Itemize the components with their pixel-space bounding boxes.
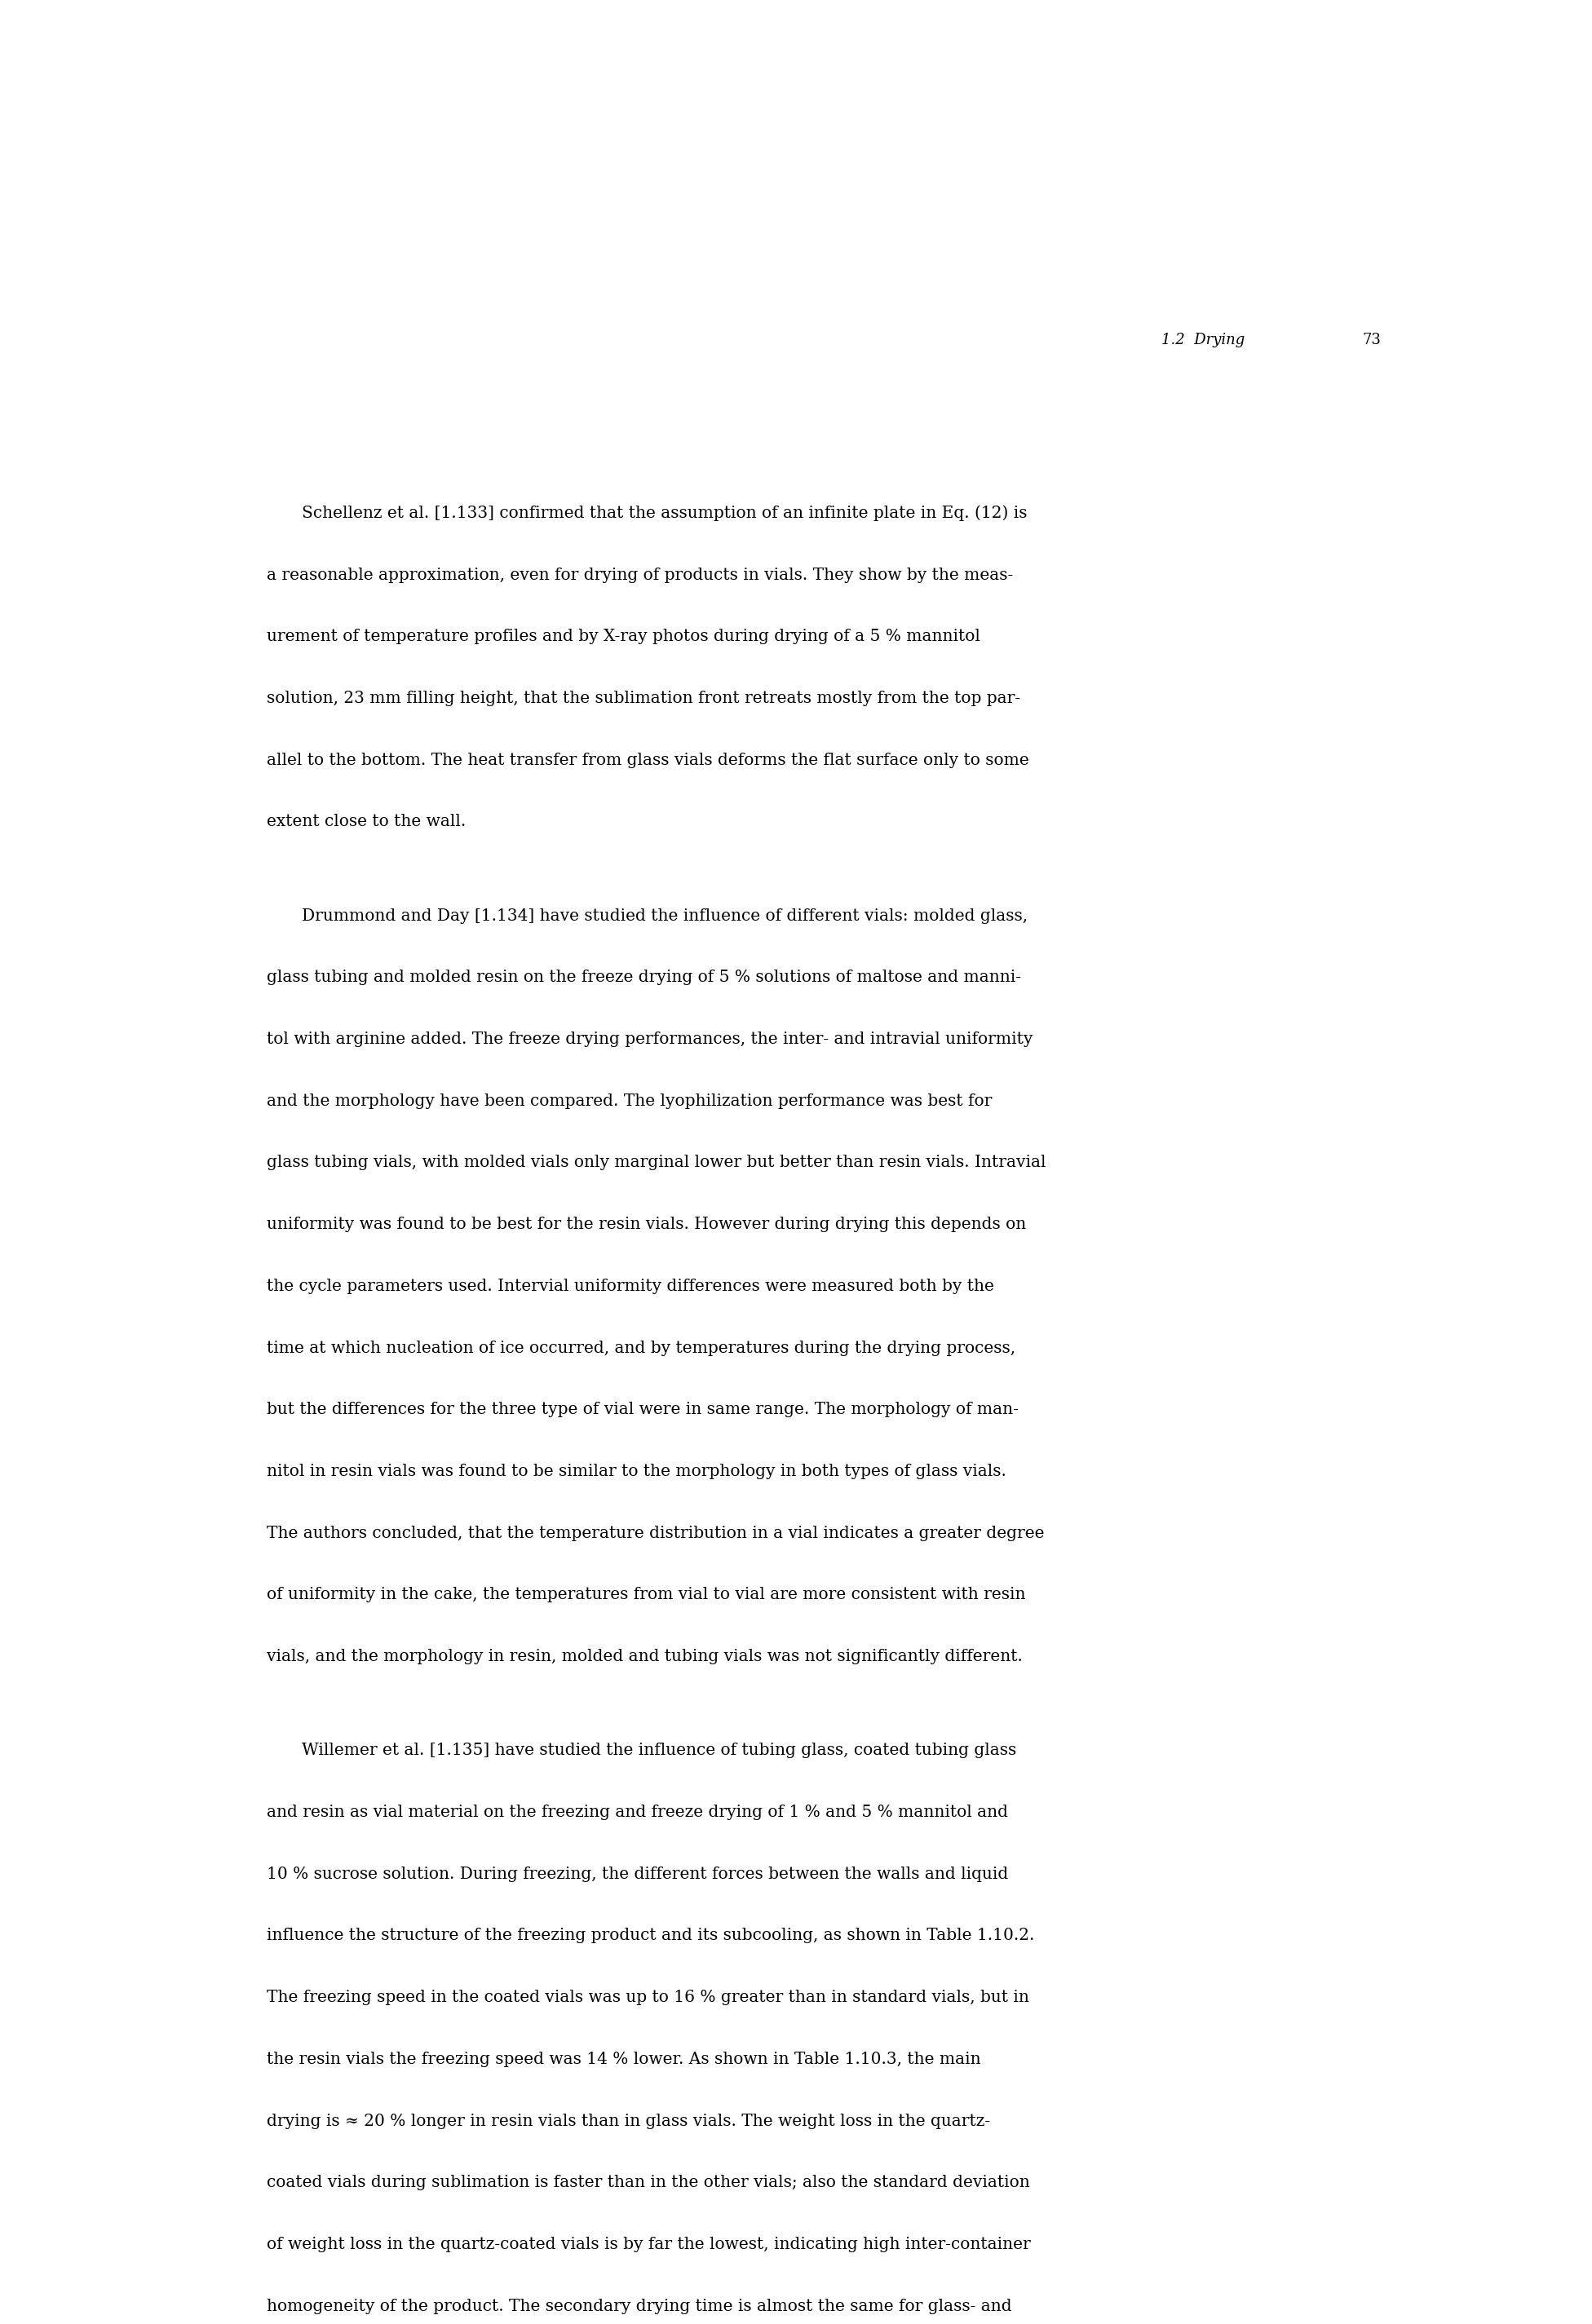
Text: Drummond and Day [1.134] have studied the influence of different vials: molded g: Drummond and Day [1.134] have studied th… (301, 909, 1027, 923)
Text: coated vials during sublimation is faster than in the other vials; also the stan: coated vials during sublimation is faste… (267, 2175, 1030, 2192)
Text: but the differences for the three type of vial were in same range. The morpholog: but the differences for the three type o… (267, 1401, 1019, 1418)
Text: of weight loss in the quartz-coated vials is by far the lowest, indicating high : of weight loss in the quartz-coated vial… (267, 2236, 1032, 2252)
Text: 73: 73 (1363, 332, 1380, 346)
Text: Schellenz et al. [1.133] confirmed that the assumption of an infinite plate in E: Schellenz et al. [1.133] confirmed that … (301, 504, 1027, 521)
Text: 1.2  Drying: 1.2 Drying (1162, 332, 1245, 346)
Text: drying is ≈ 20 % longer in resin vials than in glass vials. The weight loss in t: drying is ≈ 20 % longer in resin vials t… (267, 2113, 990, 2129)
Text: influence the structure of the freezing product and its subcooling, as shown in : influence the structure of the freezing … (267, 1929, 1035, 1943)
Text: and resin as vial material on the freezing and freeze drying of 1 % and 5 % mann: and resin as vial material on the freezi… (267, 1806, 1008, 1820)
Text: 10 % sucrose solution. During freezing, the different forces between the walls a: 10 % sucrose solution. During freezing, … (267, 1866, 1008, 1882)
Text: uniformity was found to be best for the resin vials. However during drying this : uniformity was found to be best for the … (267, 1218, 1027, 1232)
Text: the resin vials the freezing speed was 14 % lower. As shown in Table 1.10.3, the: the resin vials the freezing speed was 1… (267, 2052, 981, 2066)
Text: time at which nucleation of ice occurred, and by temperatures during the drying : time at which nucleation of ice occurred… (267, 1341, 1016, 1355)
Text: urement of temperature profiles and by X-ray photos during drying of a 5 % manni: urement of temperature profiles and by X… (267, 630, 981, 644)
Text: homogeneity of the product. The secondary drying time is almost the same for gla: homogeneity of the product. The secondar… (267, 2298, 1013, 2315)
Text: solution, 23 mm filling height, that the sublimation front retreats mostly from : solution, 23 mm filling height, that the… (267, 690, 1020, 706)
Text: The authors concluded, that the temperature distribution in a vial indicates a g: The authors concluded, that the temperat… (267, 1525, 1044, 1541)
Text: and the morphology have been compared. The lyophilization performance was best f: and the morphology have been compared. T… (267, 1092, 992, 1109)
Text: a reasonable approximation, even for drying of products in vials. They show by t: a reasonable approximation, even for dry… (267, 567, 1014, 583)
Text: Willemer et al. [1.135] have studied the influence of tubing glass, coated tubin: Willemer et al. [1.135] have studied the… (301, 1743, 1016, 1759)
Text: The freezing speed in the coated vials was up to 16 % greater than in standard v: The freezing speed in the coated vials w… (267, 1989, 1030, 2006)
Text: extent close to the wall.: extent close to the wall. (267, 813, 466, 830)
Text: nitol in resin vials was found to be similar to the morphology in both types of : nitol in resin vials was found to be sim… (267, 1464, 1006, 1478)
Text: allel to the bottom. The heat transfer from glass vials deforms the flat surface: allel to the bottom. The heat transfer f… (267, 753, 1028, 767)
Text: glass tubing vials, with molded vials only marginal lower but better than resin : glass tubing vials, with molded vials on… (267, 1155, 1046, 1171)
Text: tol with arginine added. The freeze drying performances, the inter- and intravia: tol with arginine added. The freeze dryi… (267, 1032, 1033, 1048)
Text: glass tubing and molded resin on the freeze drying of 5 % solutions of maltose a: glass tubing and molded resin on the fre… (267, 969, 1020, 985)
Text: of uniformity in the cake, the temperatures from vial to vial are more consisten: of uniformity in the cake, the temperatu… (267, 1587, 1025, 1604)
Text: the cycle parameters used. Intervial uniformity differences were measured both b: the cycle parameters used. Intervial uni… (267, 1278, 995, 1294)
Text: vials, and the morphology in resin, molded and tubing vials was not significantl: vials, and the morphology in resin, mold… (267, 1650, 1022, 1664)
